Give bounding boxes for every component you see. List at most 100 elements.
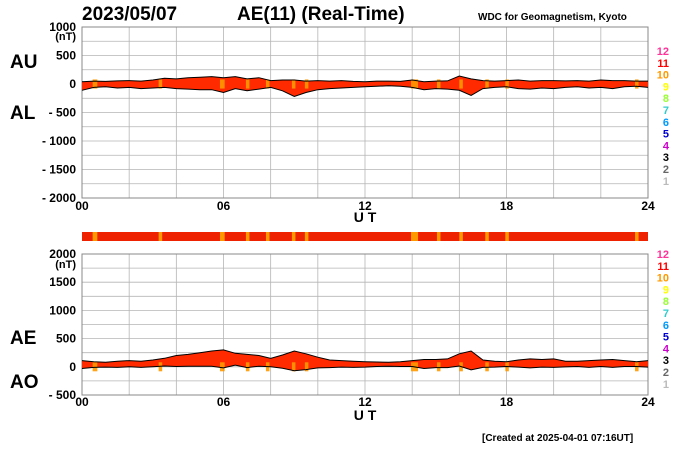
y-tick-label: - 2000: [42, 191, 76, 205]
institution-label: WDC for Geomagnetism, Kyoto: [478, 12, 627, 23]
series-minor-segment: [219, 362, 225, 372]
y-tick-label: - 500: [49, 106, 77, 120]
y-tick-label: 0: [69, 360, 76, 374]
status-bar-segment: [92, 232, 98, 241]
date-title: 2023/05/07: [82, 4, 178, 25]
series-minor-segment: [291, 79, 296, 89]
y-tick-label: - 1500: [42, 163, 76, 177]
legend-item: 6: [663, 320, 669, 332]
y-tick-label: - 500: [49, 388, 77, 402]
legend-item: 2: [663, 164, 669, 176]
series-minor-segment: [291, 362, 296, 372]
x-axis-label: U T: [354, 209, 377, 225]
series-minor-segment: [219, 79, 225, 89]
x-tick-label: 12: [358, 199, 372, 213]
x-tick-label: 06: [217, 199, 231, 213]
legend-item: 4: [663, 343, 670, 355]
au-label: AU: [10, 52, 38, 73]
series-minor-segment: [92, 362, 98, 372]
status-bar-segment: [265, 232, 270, 241]
legend-item: 1: [663, 176, 669, 188]
legend-item: 6: [663, 117, 669, 129]
y-tick-label: 0: [69, 77, 76, 91]
y-tick-label: 1000: [49, 303, 76, 317]
series-line-ae: [81, 349, 649, 363]
legend-item: 2: [663, 367, 669, 379]
plot-frame: [81, 26, 649, 199]
y-tick-label: - 1000: [42, 134, 76, 148]
series-minor-segment: [304, 79, 309, 89]
x-tick-label: 24: [641, 199, 655, 213]
legend-item: 7: [663, 308, 669, 320]
al-label: AL: [10, 103, 36, 124]
legend-item: 4: [663, 140, 670, 152]
x-tick-label: 12: [358, 395, 372, 409]
legend-item: 11: [657, 261, 669, 273]
x-axis-label: U T: [354, 407, 377, 423]
series-line-ao: [81, 364, 649, 372]
status-bar-segment: [304, 232, 309, 241]
series-minor-segment: [505, 79, 509, 89]
series-minor-segment: [459, 79, 463, 89]
series-minor-segment: [92, 79, 98, 89]
y-tick-label: 1000: [49, 20, 76, 34]
ae-label: AE: [10, 328, 37, 349]
status-bar-segment: [291, 232, 296, 241]
status-bar-segment: [635, 232, 639, 241]
series-minor-segment: [245, 362, 250, 372]
ao-label: AO: [10, 372, 39, 393]
status-bar-segment: [485, 232, 489, 241]
legend-item: 10: [657, 70, 669, 82]
legend-item: 10: [657, 273, 669, 285]
legend-item: 12: [657, 249, 669, 261]
legend-item: 11: [657, 58, 669, 70]
x-tick-label: 00: [75, 395, 89, 409]
status-bar-segment: [459, 232, 463, 241]
status-bar-segment: [410, 232, 419, 241]
series-minor-segment: [410, 79, 419, 89]
station-status-bar: [82, 232, 648, 241]
y-tick-label: 2000: [49, 247, 76, 261]
status-bar-segment: [158, 232, 163, 241]
created-timestamp: [Created at 2025-04-01 07:16UT]: [482, 433, 634, 444]
x-tick-label: 06: [217, 395, 231, 409]
status-bar-segment: [505, 232, 509, 241]
y-tick-label: 1500: [49, 275, 76, 289]
plot-frame: [81, 253, 649, 396]
status-bar-segment: [436, 232, 441, 241]
series-minor-segment: [265, 79, 270, 89]
series-minor-segment: [485, 79, 489, 89]
x-tick-label: 00: [75, 199, 89, 213]
series-minor-segment: [304, 362, 309, 372]
series-minor-segment: [158, 362, 163, 372]
legend-item: 3: [663, 152, 669, 164]
legend-item: 9: [663, 284, 669, 296]
legend-item: 12: [657, 46, 669, 58]
series-minor-segment: [158, 79, 163, 89]
series-line-au: [81, 75, 648, 83]
series-minor-segment: [245, 79, 250, 89]
index-title: AE(11) (Real-Time): [237, 4, 405, 25]
series-minor-segment: [436, 79, 441, 89]
legend-item: 8: [663, 93, 669, 105]
legend-item: 8: [663, 296, 669, 308]
y-tick-label: 500: [56, 49, 76, 63]
legend-item: 1: [663, 379, 669, 391]
legend-item: 7: [663, 105, 669, 117]
x-tick-label: 18: [500, 199, 514, 213]
y-unit-label: (nT): [55, 31, 76, 43]
y-unit-label: (nT): [55, 259, 76, 271]
legend-item: 5: [663, 129, 669, 141]
series-line-al: [81, 85, 649, 98]
status-bar-segment: [245, 232, 250, 241]
x-tick-label: 24: [641, 395, 655, 409]
y-tick-label: 500: [56, 332, 76, 346]
series-minor-segment: [635, 79, 639, 89]
status-bar-segment: [219, 232, 225, 241]
series-minor-segment: [436, 362, 441, 372]
legend-item: 5: [663, 332, 669, 344]
legend-item: 3: [663, 355, 669, 367]
legend-item: 9: [663, 81, 669, 93]
x-tick-label: 18: [500, 395, 514, 409]
